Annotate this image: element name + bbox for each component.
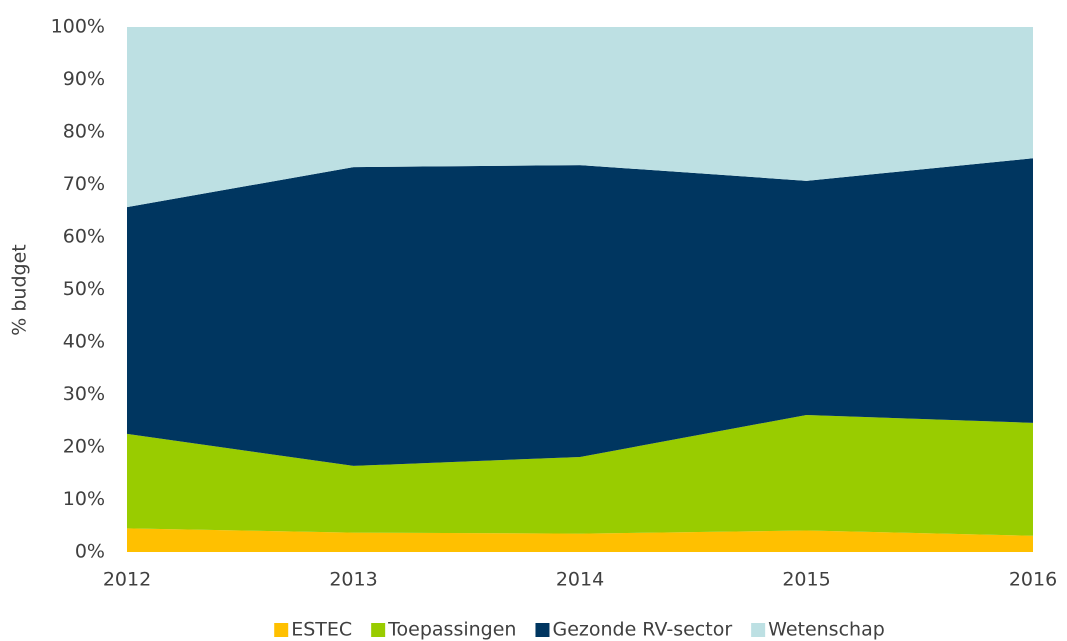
legend-label: Wetenschap [768,619,885,641]
y-tick-label: 10% [63,488,105,510]
x-tick-label: 2014 [556,569,604,591]
legend-label: Gezonde RV-sector [552,619,732,641]
y-tick-label: 0% [75,541,105,563]
legend-swatch [274,623,289,637]
x-tick-label: 2012 [103,569,151,591]
legend-label: ESTEC [291,619,352,641]
y-tick-label: 70% [63,173,105,195]
y-tick-label: 60% [63,226,105,248]
y-tick-label: 40% [63,331,105,353]
y-tick-label: 90% [63,68,105,90]
x-tick-label: 2013 [329,569,377,591]
y-tick-label: 50% [63,278,105,300]
area [127,158,1033,466]
x-tick-label: 2015 [782,569,830,591]
y-axis-label: % budget [9,244,31,335]
y-tick-label: 30% [63,383,105,405]
legend-swatch [751,623,766,637]
legend-label: Toepassingen [387,619,516,641]
legend-swatch [371,623,386,637]
y-tick-label: 20% [63,436,105,458]
y-tick-label: 80% [63,121,105,143]
area [127,27,1033,208]
legend-swatch [535,623,550,637]
x-tick-label: 2016 [1009,569,1057,591]
area [127,414,1033,536]
y-tick-label: 100% [51,16,105,38]
area [127,528,1033,552]
